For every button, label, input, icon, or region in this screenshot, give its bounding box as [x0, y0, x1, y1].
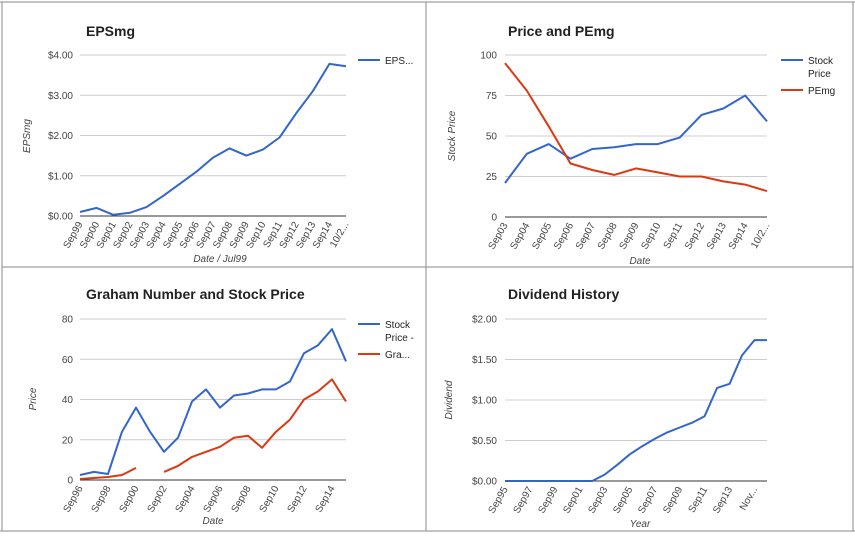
y-tick-label: 80 [62, 315, 74, 326]
series-line [505, 339, 767, 482]
y-tick-label: 100 [480, 51, 497, 62]
series-line [79, 62, 347, 216]
x-axis-label: Date / Jul99 [193, 254, 247, 265]
chart-title: EPSmg [86, 23, 135, 39]
y-tick-label: 0 [491, 213, 497, 224]
series-line [79, 467, 137, 480]
y-tick-label: 75 [486, 91, 498, 102]
y-tick-label: 0 [67, 476, 73, 487]
series-line [504, 62, 768, 193]
y-tick-label: $2.00 [472, 315, 497, 326]
legend-label: Stock [385, 320, 411, 331]
legend-label: Stock [808, 56, 834, 67]
chart-title: Graham Number and Stock Price [86, 286, 305, 302]
series-line [504, 94, 768, 184]
legend-label: EPS... [385, 56, 413, 67]
legend-label: Price - [385, 333, 414, 344]
y-tick-label: $4.00 [48, 51, 73, 62]
x-axis-label: Year [630, 519, 651, 530]
y-tick-label: $0.50 [472, 436, 497, 447]
y-tick-label: $1.00 [48, 171, 73, 182]
y-tick-label: $0.00 [472, 477, 497, 488]
y-axis-label: Dividend [444, 380, 455, 419]
y-axis-label: EPSmg [22, 119, 33, 153]
y-tick-label: $1.50 [472, 355, 497, 366]
series-line [79, 328, 347, 476]
y-tick-label: 40 [62, 395, 74, 406]
legend-label: Gra... [385, 350, 410, 361]
y-tick-label: $3.00 [48, 91, 73, 102]
legend-label: PEmg [808, 86, 835, 97]
y-tick-label: 20 [62, 435, 74, 446]
chart-title: Price and PEmg [508, 23, 615, 39]
x-axis-label: Date [629, 256, 651, 267]
series-line [163, 378, 347, 473]
chart-title: Dividend History [508, 286, 619, 302]
y-tick-label: 25 [486, 172, 498, 183]
y-tick-label: 50 [486, 132, 498, 143]
x-axis-label: Date [202, 516, 224, 527]
y-tick-label: 60 [62, 355, 74, 366]
y-tick-label: $0.00 [48, 212, 73, 223]
y-tick-label: $2.00 [48, 131, 73, 142]
y-tick-label: $1.00 [472, 396, 497, 407]
y-axis-label: Price [28, 387, 39, 410]
legend-label: Price [808, 69, 831, 80]
y-axis-label: Stock Price [447, 110, 458, 161]
